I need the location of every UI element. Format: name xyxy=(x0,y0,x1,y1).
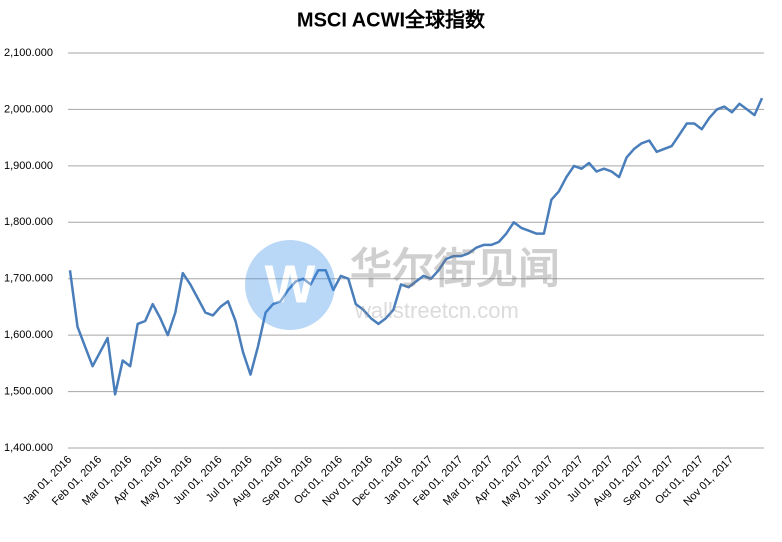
y-tick-label: 1,500.000 xyxy=(4,385,53,397)
watermark-url: wallstreetcn.com xyxy=(354,298,519,323)
y-tick-label: 2,000.000 xyxy=(4,103,53,115)
line xyxy=(68,97,764,396)
watermark-name: 华尔街见闻 xyxy=(350,245,560,292)
watermark-logo: W xyxy=(265,254,316,314)
y-tick-label: 1,700.000 xyxy=(4,273,53,285)
y-tick-label: 1,400.000 xyxy=(4,442,53,454)
watermark: W 华尔街见闻 wallstreetcn.com xyxy=(245,240,560,330)
y-tick-label: 2,100.000 xyxy=(4,47,53,59)
y-tick-label: 1,800.000 xyxy=(4,216,53,228)
y-tick-label: 1,600.000 xyxy=(4,329,53,341)
y-tick-label: 1,900.000 xyxy=(4,160,53,172)
watermark-circle xyxy=(245,240,335,330)
chart-title: MSCI ACWI全球指数 xyxy=(297,7,486,31)
